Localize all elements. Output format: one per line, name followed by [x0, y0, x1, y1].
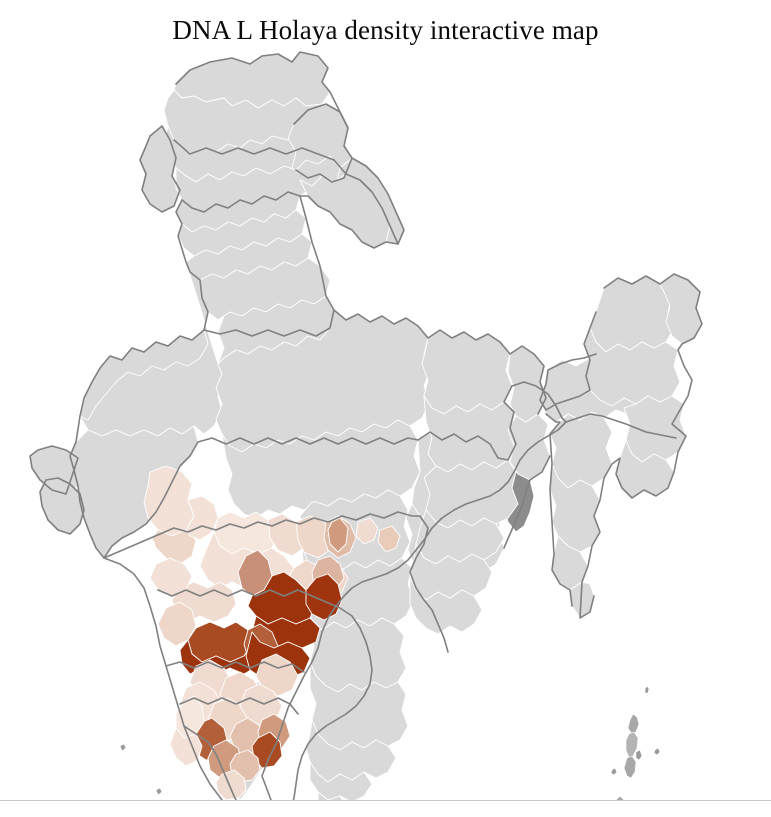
district-region	[216, 770, 246, 800]
district-region	[214, 512, 278, 554]
footer-divider	[0, 800, 771, 801]
map-canvas[interactable]	[0, 48, 771, 800]
base-districts-layer	[30, 52, 702, 800]
district-region	[152, 530, 196, 564]
district-region	[328, 518, 348, 552]
district-region	[378, 526, 400, 552]
page-title: DNA L Holaya density interactive map	[172, 15, 599, 45]
islands-layer	[120, 686, 661, 800]
footer-area	[0, 801, 771, 817]
district-region	[252, 732, 282, 768]
india-choropleth-map[interactable]	[0, 48, 771, 800]
district-region	[158, 602, 196, 646]
district-region	[144, 466, 194, 536]
district-region	[356, 518, 378, 544]
district-region	[188, 622, 252, 662]
state-boundaries-layer	[30, 52, 702, 800]
